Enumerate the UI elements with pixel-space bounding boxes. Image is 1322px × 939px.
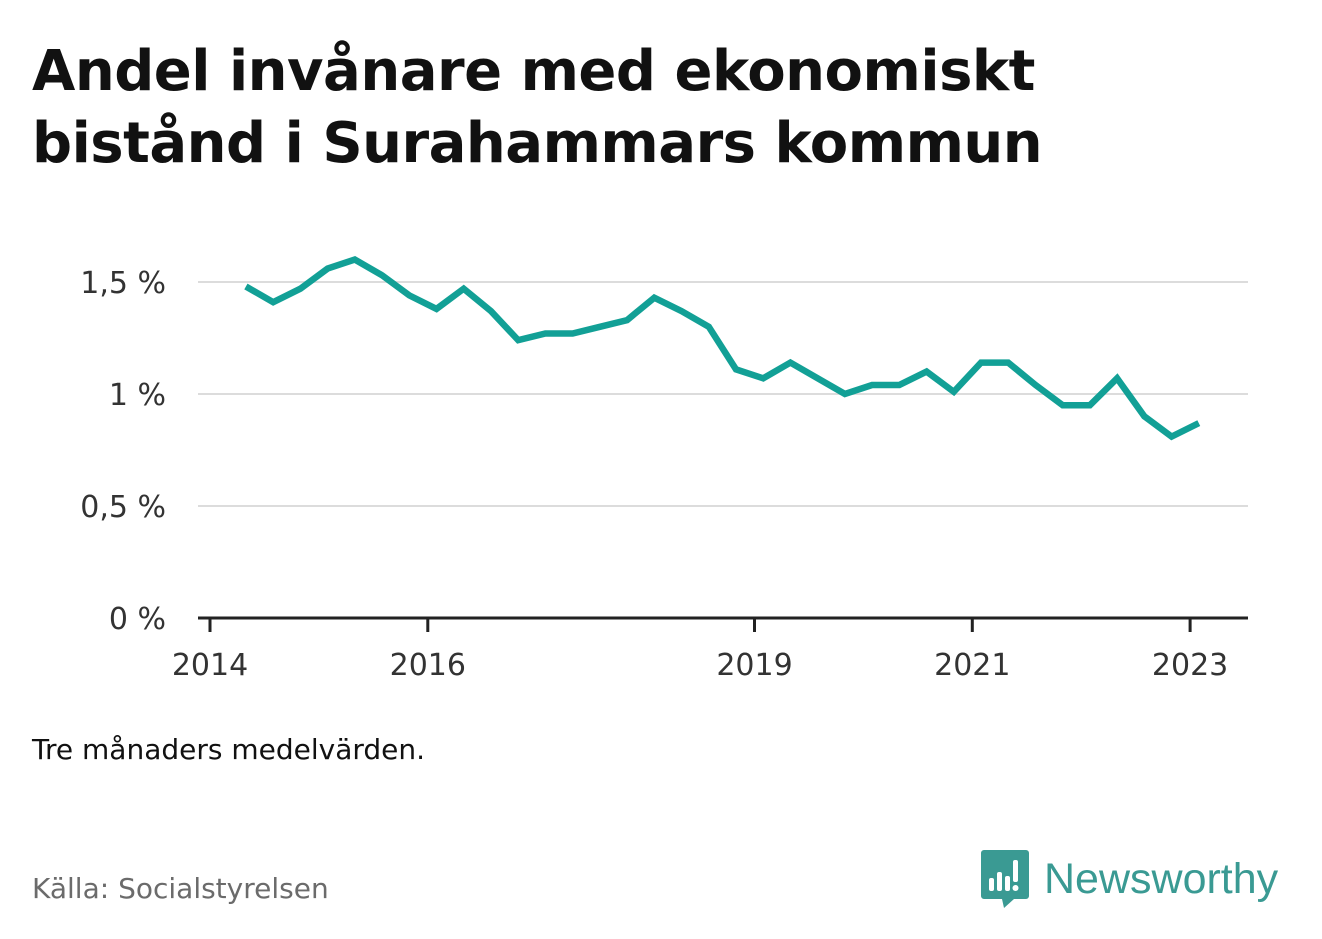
x-axis-ticks: 2014 2016 2019 2021 2023 — [172, 618, 1228, 683]
x-tick-label: 2023 — [1152, 648, 1228, 683]
y-tick-label: 0,5 % — [80, 490, 166, 525]
series-layer — [244, 256, 1201, 441]
y-axis-tick-labels: 0 % 0,5 % 1 % 1,5 % — [80, 266, 166, 637]
x-tick-label: 2021 — [934, 648, 1010, 683]
y-tick-label: 1 % — [109, 378, 166, 413]
line-chart: 0 % 0,5 % 1 % 1,5 % 2014 2016 2019 2021 2023 — [80, 256, 1248, 683]
bar-chart-speech-bubble-icon — [981, 850, 1029, 908]
source-credit: Källa: Socialstyrelsen — [32, 872, 329, 905]
brand-name: Newsworthy — [1044, 854, 1279, 903]
brand-logo: Newsworthy — [980, 848, 1278, 910]
series-line — [244, 256, 1201, 441]
x-tick-label: 2016 — [390, 648, 466, 683]
chart-title: Andel invånare med ekonomiskt bistånd i … — [32, 39, 1043, 176]
x-tick-label: 2019 — [716, 648, 792, 683]
y-tick-label: 0 % — [109, 602, 166, 637]
y-tick-label: 1,5 % — [80, 266, 166, 301]
x-tick-label: 2014 — [172, 648, 248, 683]
gridlines — [198, 281, 1248, 507]
chart-note: Tre månaders medelvärden. — [32, 733, 426, 766]
